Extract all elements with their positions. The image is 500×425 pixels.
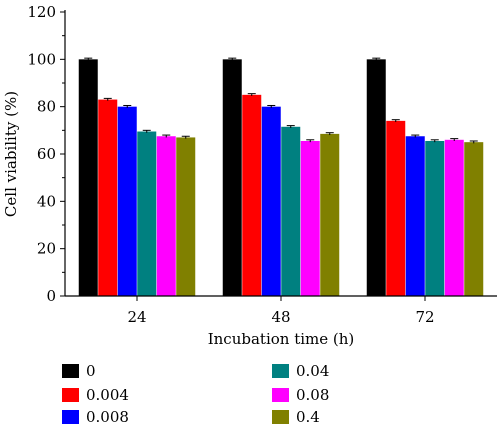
bar	[386, 120, 406, 296]
bar	[222, 59, 242, 297]
legend: 0 0.004 0.008 0.04 0.08 0.4	[62, 362, 329, 425]
bar	[320, 133, 340, 296]
legend-swatch	[272, 410, 289, 424]
bar	[425, 140, 445, 296]
bar	[261, 106, 281, 297]
bar	[117, 106, 137, 297]
x-tick-label: 48	[271, 308, 290, 326]
y-tick-label: 20	[37, 240, 56, 258]
y-tick-label: 100	[27, 50, 56, 68]
legend-label: 0.008	[86, 408, 129, 425]
y-tick-label: 120	[27, 3, 56, 21]
y-axis-title: Cell viability (%)	[2, 91, 20, 217]
legend-label: 0.08	[296, 386, 329, 404]
legend-swatch	[272, 388, 289, 402]
legend-label: 0.04	[296, 362, 329, 380]
bar	[464, 142, 484, 296]
bar	[300, 140, 320, 296]
legend-swatch	[62, 410, 79, 424]
bar	[156, 136, 176, 296]
y-tick-label: 60	[37, 145, 56, 163]
x-tick-label: 72	[415, 308, 434, 326]
x-axis-title: Incubation time (h)	[208, 330, 355, 348]
bar	[176, 137, 196, 296]
axes-layer: 24 48 72 0 20 40 60 80 100 120	[27, 3, 497, 326]
bar	[366, 59, 386, 297]
legend-swatch	[62, 388, 79, 402]
bar	[242, 94, 262, 296]
y-tick-label: 80	[37, 98, 56, 116]
x-tick-label: 24	[127, 308, 146, 326]
bar	[444, 139, 464, 296]
y-tick-label: 0	[46, 287, 56, 305]
legend-label: 0.004	[86, 386, 129, 404]
bar	[78, 59, 98, 297]
bars-layer	[78, 57, 484, 297]
bar	[281, 126, 301, 297]
legend-swatch	[62, 364, 79, 378]
legend-swatch	[272, 364, 289, 378]
legend-label: 0	[86, 362, 96, 380]
bar	[98, 99, 118, 296]
y-tick-label: 40	[37, 192, 56, 210]
bar	[405, 136, 425, 296]
bar	[137, 131, 157, 296]
legend-label: 0.4	[296, 408, 320, 425]
